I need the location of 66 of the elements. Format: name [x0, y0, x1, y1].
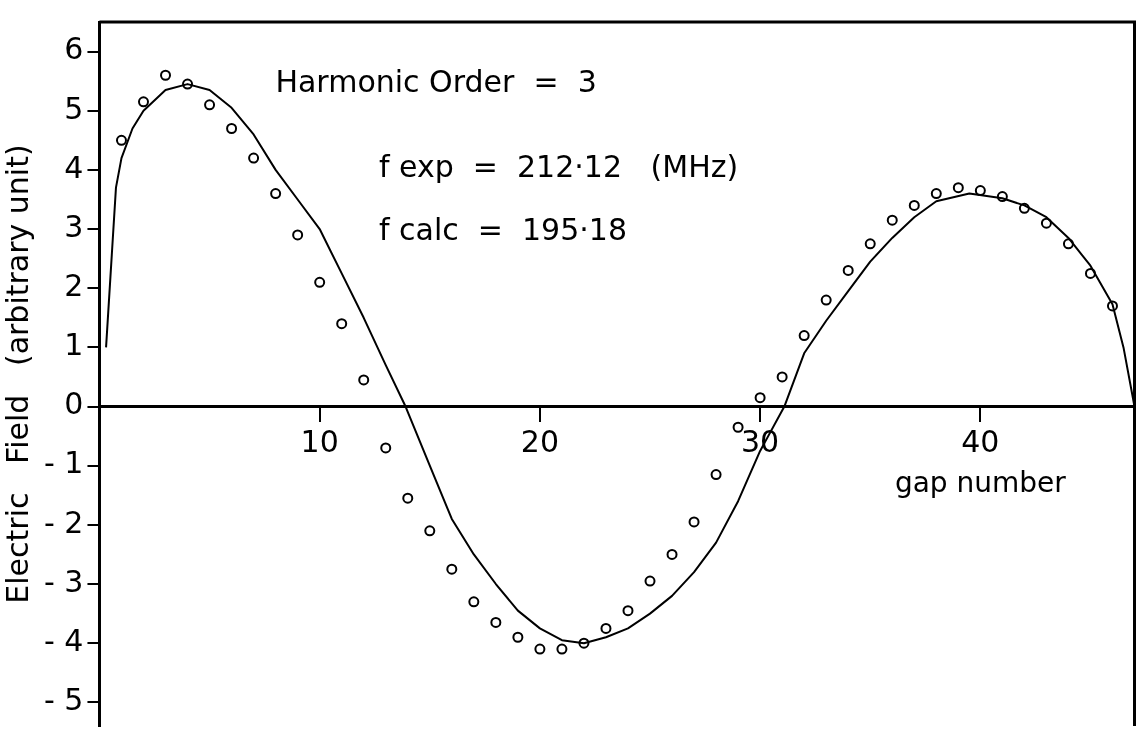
x-tick-label: 40: [961, 424, 1000, 460]
point: [534, 643, 546, 655]
point: [115, 134, 127, 146]
point: [864, 238, 876, 250]
point: [1084, 267, 1096, 279]
point: [710, 469, 722, 481]
point: [1018, 202, 1030, 214]
point: [732, 421, 744, 433]
point: [468, 596, 480, 608]
y-tick-label: 0: [64, 386, 84, 422]
point: [446, 563, 458, 575]
point: [600, 622, 612, 634]
point: [314, 276, 326, 288]
point: [974, 185, 986, 197]
point: [204, 99, 216, 111]
y-tick-label: - 5: [44, 682, 84, 718]
y-tick-label: - 1: [44, 445, 84, 481]
x-tick-label: 10: [300, 424, 339, 460]
point: [1106, 300, 1118, 312]
point: [380, 442, 392, 454]
point: [248, 152, 260, 164]
y-tick-label: - 2: [44, 504, 84, 540]
y-tick-label: - 3: [44, 563, 84, 599]
point: [556, 643, 568, 655]
point: [137, 96, 149, 108]
annotation: f calc = 195·18: [378, 212, 627, 248]
annotation: f exp = 212·12 (MHz): [378, 148, 739, 184]
point: [358, 374, 370, 386]
point: [666, 548, 678, 560]
point: [952, 182, 964, 194]
point: [842, 264, 854, 276]
point: [622, 605, 634, 617]
y-axis-title: Electric Field (arbitrary unit): [0, 144, 35, 604]
point: [1062, 238, 1074, 250]
point: [1040, 217, 1052, 229]
point: [776, 371, 788, 383]
point: [160, 69, 172, 81]
y-tick-label: 3: [64, 208, 84, 244]
y-tick-label: 6: [64, 31, 84, 67]
point: [490, 616, 502, 628]
y-tick-label: 4: [64, 149, 84, 185]
point: [226, 122, 238, 134]
x-tick-label: 20: [520, 424, 559, 460]
point: [996, 191, 1008, 203]
point: [754, 392, 766, 404]
point: [798, 330, 810, 342]
point: [402, 492, 414, 504]
point: [270, 188, 282, 200]
point: [424, 525, 436, 537]
point: [930, 188, 942, 200]
point: [336, 318, 348, 330]
point: [820, 294, 832, 306]
point: [688, 516, 700, 528]
y-tick-label: 2: [64, 268, 84, 304]
point: [512, 631, 524, 643]
annotation: Harmonic Order = 3: [275, 64, 597, 100]
y-tick-label: 1: [64, 327, 84, 363]
point: [182, 78, 194, 90]
point: [292, 229, 304, 241]
point: [908, 199, 920, 211]
x-axis-title: gap number: [894, 465, 1067, 499]
y-tick-label: - 4: [44, 622, 84, 658]
point: [578, 637, 590, 649]
point: [644, 575, 656, 587]
point: [886, 214, 898, 226]
y-tick-label: 5: [64, 90, 84, 126]
